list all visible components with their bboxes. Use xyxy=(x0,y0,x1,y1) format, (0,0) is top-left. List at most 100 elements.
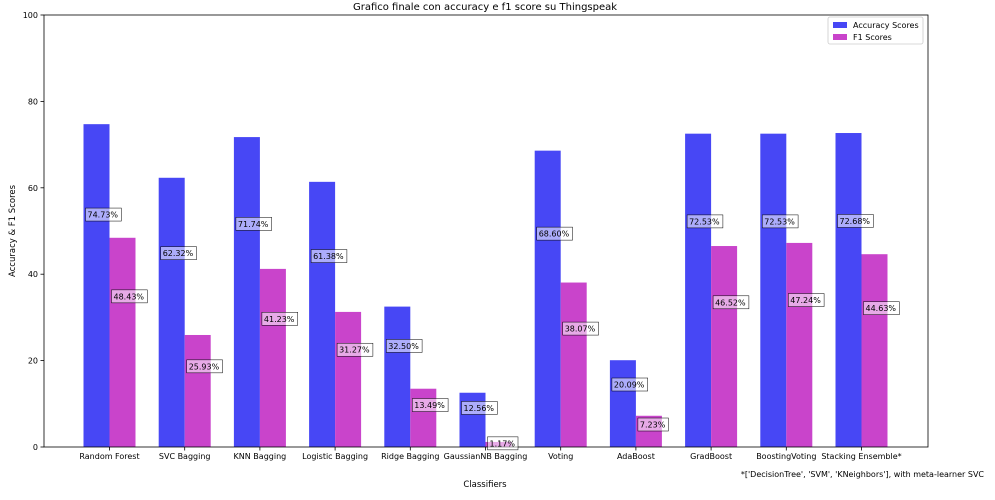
f1-label-1: 25.93% xyxy=(186,359,223,374)
y-tick-label: 60 xyxy=(28,184,38,193)
y-tick-label: 20 xyxy=(28,357,38,366)
f1-bar-4 xyxy=(410,388,437,447)
data-label-box xyxy=(712,295,750,310)
x-tick-label: GaussianNB Bagging xyxy=(444,452,528,461)
data-label-text: 68.60% xyxy=(539,230,570,239)
x-tick-label: Random Forest xyxy=(79,452,139,461)
accuracy-bar-4 xyxy=(384,306,411,447)
data-label-text: 32.50% xyxy=(388,342,419,351)
data-label-box xyxy=(611,377,648,392)
x-tick-label: KNN Bagging xyxy=(234,452,287,461)
data-label-text: 12.56% xyxy=(464,404,495,413)
data-label-box xyxy=(637,417,669,432)
accuracy-label-0: 74.73% xyxy=(85,207,122,222)
data-label-box xyxy=(386,339,423,353)
x-tick-label: BoostingVoting xyxy=(756,452,816,461)
data-label-text: 7.23% xyxy=(640,421,666,430)
f1-label-7: 7.23% xyxy=(637,417,669,432)
legend-swatch-0 xyxy=(833,22,847,28)
f1-label-3: 31.27% xyxy=(336,342,374,357)
accuracy-label-9: 72.53% xyxy=(762,214,799,229)
data-label-text: 47.24% xyxy=(790,296,821,305)
data-label-text: 13.49% xyxy=(414,401,445,410)
f1-label-10: 44.63% xyxy=(863,301,900,315)
accuracy-bar-9 xyxy=(760,133,787,447)
f1-label-8: 46.52% xyxy=(712,295,750,310)
x-tick-label: GradBoost xyxy=(690,452,732,461)
data-label-box xyxy=(310,249,348,263)
data-label-box xyxy=(536,226,573,241)
accuracy-bar-1 xyxy=(158,177,185,448)
data-label-box xyxy=(336,342,374,357)
f1-label-2: 41.23% xyxy=(261,312,298,326)
data-label-box xyxy=(686,214,724,229)
f1-bar-0 xyxy=(109,237,136,447)
data-label-text: 38.07% xyxy=(565,325,596,334)
accuracy-bar-6 xyxy=(534,150,561,447)
data-label-box xyxy=(788,293,825,307)
data-label-box xyxy=(762,214,799,229)
y-axis: 0 20 40 60 80 100 xyxy=(23,11,44,452)
x-axis-label: Classifiers xyxy=(463,480,507,490)
plot-frame xyxy=(43,14,929,448)
data-label-text: 48.43% xyxy=(114,292,145,301)
y-tick-label: 100 xyxy=(23,11,38,20)
legend-label-1: F1 Scores xyxy=(853,33,892,42)
accuracy-label-8: 72.53% xyxy=(686,214,724,229)
data-label-text: 61.38% xyxy=(313,252,344,261)
f1-label-5: 1.17% xyxy=(487,436,519,451)
data-label-box xyxy=(412,398,449,412)
x-tick-label: SVC Bagging xyxy=(159,452,211,461)
f1-bar-3 xyxy=(335,311,362,447)
data-label-box xyxy=(863,301,900,315)
data-label-text: 31.27% xyxy=(339,346,370,355)
x-tick-label: Ridge Bagging xyxy=(381,452,439,461)
accuracy-label-10: 72.68% xyxy=(837,214,874,228)
legend: Accuracy Scores F1 Scores xyxy=(827,16,924,45)
f1-label-9: 47.24% xyxy=(788,293,825,307)
accuracy-label-6: 68.60% xyxy=(536,226,573,241)
accuracy-bar-0 xyxy=(83,124,110,448)
data-label-text: 72.53% xyxy=(689,217,720,226)
f1-bar-2 xyxy=(259,268,286,447)
x-tick-label: Voting xyxy=(548,452,573,461)
x-tick-label: Stacking Ensemble* xyxy=(821,452,901,461)
x-axis: Random Forest SVC Bagging KNN Bagging Logis… xyxy=(79,447,902,461)
data-labels-layer: 74.73% 48.43% 62.32% 25.93% 71.74% 41.23% 61.3… xyxy=(85,207,900,451)
accuracy-label-3: 61.38% xyxy=(310,249,348,263)
f1-bar-1 xyxy=(184,334,211,447)
accuracy-bar-7 xyxy=(609,360,636,447)
data-label-box xyxy=(487,436,519,451)
accuracy-label-2: 71.74% xyxy=(235,217,272,231)
data-label-box xyxy=(461,401,498,415)
accuracy-bar-2 xyxy=(233,137,260,448)
legend-label-0: Accuracy Scores xyxy=(853,21,919,30)
data-label-text: 1.17% xyxy=(490,439,516,448)
data-label-text: 71.74% xyxy=(238,220,269,229)
data-label-box xyxy=(111,289,148,304)
f1-label-0: 48.43% xyxy=(111,289,148,304)
y-axis-label: Accuracy & F1 Scores xyxy=(8,184,18,277)
legend-swatch-1 xyxy=(833,34,847,40)
accuracy-label-1: 62.32% xyxy=(160,246,197,260)
y-tick-label: 0 xyxy=(33,443,38,452)
data-label-text: 74.73% xyxy=(88,211,119,220)
data-label-text: 41.23% xyxy=(264,315,295,324)
data-label-box xyxy=(186,359,223,374)
y-tick-label: 80 xyxy=(28,97,38,106)
f1-bar-6 xyxy=(560,282,587,447)
bars-layer xyxy=(83,124,888,448)
data-label-text: 44.63% xyxy=(866,304,897,313)
accuracy-bar-3 xyxy=(309,181,336,448)
accuracy-label-4: 32.50% xyxy=(386,339,423,353)
data-label-box xyxy=(562,321,599,336)
f1-label-4: 13.49% xyxy=(412,398,449,412)
f1-bar-8 xyxy=(711,246,738,447)
data-label-box xyxy=(261,312,298,326)
data-label-box xyxy=(837,214,874,228)
legend-frame xyxy=(827,16,924,45)
y-tick-label: 40 xyxy=(28,270,38,279)
accuracy-bar-5 xyxy=(459,392,486,447)
data-label-text: 62.32% xyxy=(163,249,194,258)
